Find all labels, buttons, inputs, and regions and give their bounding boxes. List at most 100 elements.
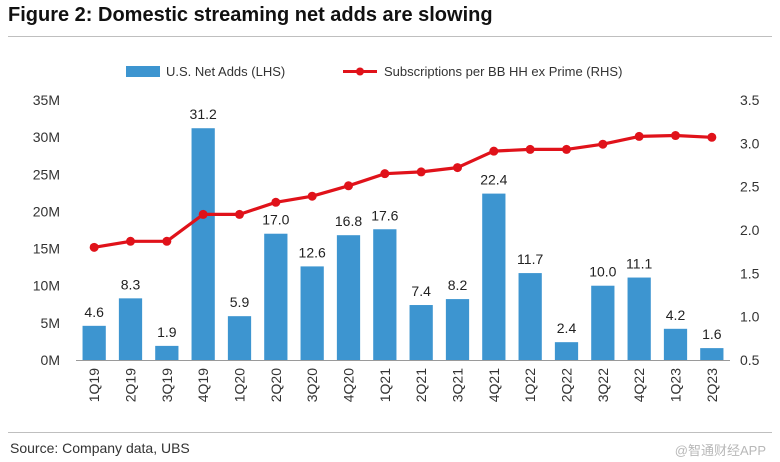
right-axis: 0.5 1.0 1.5 2.0 2.5 3.0 3.5 xyxy=(740,92,760,368)
bar xyxy=(445,299,470,360)
line-point xyxy=(126,236,135,246)
line-point xyxy=(562,144,571,154)
bar xyxy=(663,328,688,360)
bar xyxy=(264,233,288,360)
x-tick-label: 3Q22 xyxy=(595,368,611,402)
line-point xyxy=(671,131,680,141)
bar-series xyxy=(82,128,724,360)
left-tick-label: 25M xyxy=(33,166,60,182)
x-tick-label: 2Q23 xyxy=(704,368,720,402)
bar xyxy=(373,229,397,360)
x-tick-label: 2Q19 xyxy=(123,368,139,402)
x-tick-label: 4Q19 xyxy=(195,368,211,402)
left-tick-label: 20M xyxy=(33,203,60,219)
bar-value-label: 11.1 xyxy=(626,256,652,272)
bottom-divider xyxy=(8,432,772,433)
line-point xyxy=(453,163,462,173)
x-axis: 1Q19 2Q19 3Q19 4Q19 1Q20 2Q20 3Q20 4Q20 1Q21 2Q21… xyxy=(86,368,720,402)
line-point xyxy=(634,131,644,141)
figure-title: Figure 2: Domestic streaming net adds ar… xyxy=(8,4,493,26)
bar xyxy=(591,285,615,360)
bar xyxy=(227,316,252,360)
left-axis: 0M 5M 10M 15M 20M 25M 30M 35M xyxy=(33,92,60,368)
bar-value-label: 4.2 xyxy=(666,307,686,323)
right-tick-label: 2.5 xyxy=(740,179,760,195)
bar-value-label: 8.3 xyxy=(121,276,141,292)
bar xyxy=(155,345,179,360)
line-point xyxy=(198,209,208,219)
legend: U.S. Net Adds (LHS) Subscriptions per BB… xyxy=(126,64,622,79)
bar xyxy=(518,273,542,360)
x-tick-label: 3Q19 xyxy=(159,368,175,402)
bar-value-label: 2.4 xyxy=(557,320,577,336)
line-point xyxy=(598,139,608,149)
left-tick-label: 10M xyxy=(33,278,60,294)
x-tick-label: 2Q20 xyxy=(268,368,284,402)
bar-value-label: 10.0 xyxy=(589,264,616,280)
line-series xyxy=(89,131,717,252)
bar-value-label: 8.2 xyxy=(448,277,468,293)
x-tick-label: 3Q21 xyxy=(450,368,466,402)
x-tick-label: 1Q23 xyxy=(668,368,684,402)
line-path xyxy=(93,133,712,249)
x-tick-label: 1Q19 xyxy=(86,368,102,402)
x-tick-label: 4Q20 xyxy=(341,368,357,402)
left-tick-label: 5M xyxy=(41,315,60,331)
line-point xyxy=(344,181,353,191)
right-tick-label: 0.5 xyxy=(740,352,760,368)
line-point xyxy=(235,209,244,219)
x-tick-label: 2Q22 xyxy=(559,368,575,402)
right-tick-label: 1.5 xyxy=(740,265,760,281)
legend-line-marker xyxy=(356,67,364,76)
bar xyxy=(627,277,651,360)
bar-value-label: 22.4 xyxy=(480,172,507,188)
bar xyxy=(554,342,579,360)
source-note: Source: Company data, UBS xyxy=(10,440,190,456)
bar xyxy=(409,305,433,360)
x-tick-label: 4Q21 xyxy=(486,368,502,402)
right-tick-label: 3.0 xyxy=(740,135,760,151)
bar-value-label: 17.6 xyxy=(371,207,398,223)
line-point xyxy=(162,236,172,246)
bar xyxy=(191,128,215,360)
bar xyxy=(300,266,324,360)
line-point xyxy=(271,197,281,207)
x-tick-label: 3Q20 xyxy=(304,368,320,402)
bar-value-label: 7.4 xyxy=(411,283,431,299)
left-tick-label: 15M xyxy=(33,241,60,257)
x-tick-label: 1Q22 xyxy=(522,368,538,402)
line-point xyxy=(380,169,390,179)
bar-value-label: 31.2 xyxy=(190,106,217,122)
bar xyxy=(700,348,724,360)
bar-value-label: 12.6 xyxy=(299,244,326,260)
chart: U.S. Net Adds (LHS) Subscriptions per BB… xyxy=(33,64,760,402)
bar xyxy=(82,325,106,360)
legend-bar-label: U.S. Net Adds (LHS) xyxy=(166,64,285,79)
x-tick-label: 2Q21 xyxy=(413,368,429,402)
bar-value-label: 1.9 xyxy=(157,324,177,340)
line-point xyxy=(89,242,99,252)
bar xyxy=(336,235,361,360)
bar xyxy=(482,193,506,360)
line-point xyxy=(416,167,426,177)
bar-value-label: 4.6 xyxy=(84,304,104,320)
top-divider xyxy=(8,36,772,37)
left-tick-label: 35M xyxy=(33,92,60,108)
bar xyxy=(118,298,143,360)
line-point xyxy=(307,191,317,201)
left-tick-label: 0M xyxy=(41,352,60,368)
right-tick-label: 2.0 xyxy=(740,222,760,238)
bar-value-label: 5.9 xyxy=(230,294,250,310)
line-point xyxy=(707,132,717,142)
bar-value-label: 1.6 xyxy=(702,326,722,342)
left-tick-label: 30M xyxy=(33,129,60,145)
x-tick-label: 4Q22 xyxy=(631,368,647,402)
line-point xyxy=(525,144,535,154)
bar-value-labels: 4.6 8.3 1.9 31.2 5.9 17.0 12.6 16.8 17.6 7.4 8.2 22… xyxy=(84,106,721,342)
legend-line-label: Subscriptions per BB HH ex Prime (RHS) xyxy=(384,64,622,79)
legend-bar-swatch xyxy=(126,66,160,77)
bar-value-label: 16.8 xyxy=(335,213,362,229)
watermark: @智通财经APP xyxy=(674,443,766,458)
x-tick-label: 1Q21 xyxy=(377,368,393,402)
right-tick-label: 3.5 xyxy=(740,92,760,108)
